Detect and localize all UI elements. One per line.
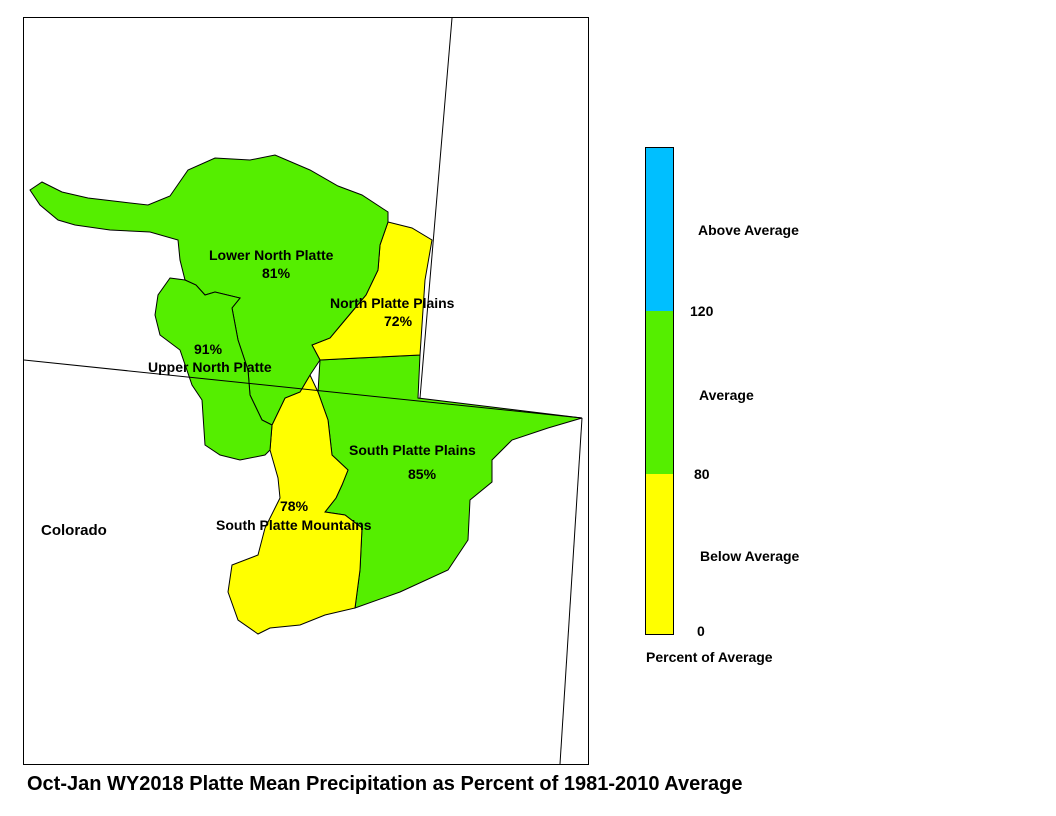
state-boundary-line xyxy=(24,359,583,419)
legend-tick-label: 0 xyxy=(697,623,705,639)
basin-name-label: Lower North Platte xyxy=(209,247,334,263)
basin-south-platte-mountains[interactable] xyxy=(227,373,363,635)
legend-swatch-above xyxy=(646,148,673,311)
map-frame xyxy=(23,17,589,765)
basin-percent-label: 78% xyxy=(280,498,309,514)
basin-lower-north-platte[interactable] xyxy=(29,154,389,426)
state-boundary-line xyxy=(559,417,583,764)
state-boundary-line xyxy=(419,18,453,399)
legend-swatch-average xyxy=(646,311,673,474)
map-title: Oct-Jan WY2018 Platte Mean Precipitation… xyxy=(27,773,743,795)
legend-category-label: Above Average xyxy=(698,222,799,238)
basin-percent-label: 81% xyxy=(262,265,291,281)
basin-name-label: North Platte Plains xyxy=(330,295,455,311)
basin-percent-label: 72% xyxy=(384,313,413,329)
legend-category-label: Average xyxy=(699,387,754,403)
state-label: Colorado xyxy=(41,522,107,539)
legend-title: Percent of Average xyxy=(646,649,773,665)
basin-percent-label: 85% xyxy=(408,466,437,482)
legend-color-bar xyxy=(645,147,674,635)
basin-upper-north-platte[interactable] xyxy=(154,277,273,461)
basin-name-label: Upper North Platte xyxy=(148,359,272,375)
legend-tick-label: 120 xyxy=(690,303,714,319)
legend-swatch-below xyxy=(646,474,673,634)
legend-tick-label: 80 xyxy=(694,466,710,482)
legend-category-label: Below Average xyxy=(700,548,800,564)
basin-percent-label: 91% xyxy=(194,341,223,357)
basin-name-label: South Platte Mountains xyxy=(216,517,372,533)
basin-name-label: South Platte Plains xyxy=(349,442,476,458)
